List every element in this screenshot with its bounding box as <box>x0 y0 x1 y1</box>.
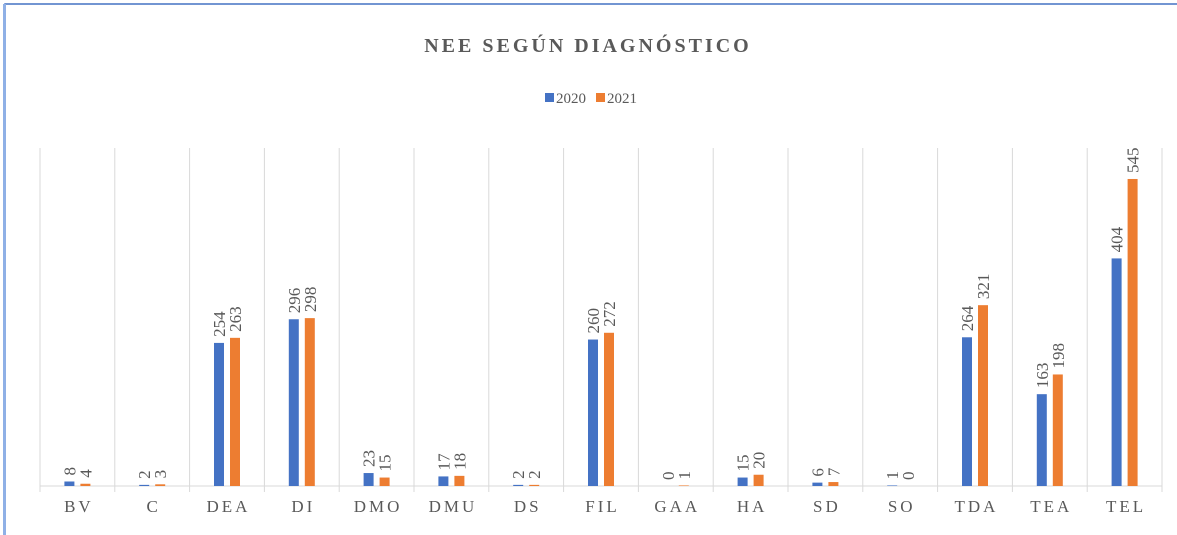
bar <box>379 477 390 486</box>
bar <box>812 482 823 486</box>
x-tick-label: DI <box>291 497 315 516</box>
bar <box>64 481 75 486</box>
x-tick-label: TDA <box>955 497 999 516</box>
bar <box>1111 258 1122 486</box>
x-tick-label: SO <box>888 497 916 516</box>
data-label: 18 <box>450 453 469 470</box>
x-tick-label: TEL <box>1106 497 1146 516</box>
data-label: 163 <box>1033 363 1052 389</box>
bar <box>230 337 240 486</box>
x-tick-label: DEA <box>207 497 251 516</box>
data-label: 260 <box>584 308 603 334</box>
bar <box>678 485 689 486</box>
bar <box>1036 394 1047 486</box>
bar <box>438 476 449 486</box>
data-label: 298 <box>301 287 320 313</box>
data-label: 198 <box>1049 343 1068 369</box>
data-label: 545 <box>1124 147 1143 173</box>
data-label: 15 <box>734 455 753 472</box>
data-label: 20 <box>750 452 769 469</box>
data-label: 3 <box>151 470 170 479</box>
bar <box>214 342 224 486</box>
bar <box>962 337 972 486</box>
data-label: 8 <box>60 467 79 476</box>
data-label: 2 <box>135 470 154 479</box>
x-tick-label: DMO <box>354 497 403 516</box>
data-label: 2 <box>525 470 544 479</box>
frame-edge <box>3 4 6 535</box>
legend-swatch <box>545 93 554 102</box>
data-label: 263 <box>226 306 245 332</box>
bar <box>80 483 91 486</box>
data-label: 254 <box>210 311 229 337</box>
bar <box>588 339 598 486</box>
data-label: 272 <box>600 301 619 327</box>
data-label: 6 <box>808 468 827 477</box>
bar <box>139 484 150 486</box>
data-label: 2 <box>509 470 528 479</box>
bar <box>1127 178 1138 486</box>
data-label: 0 <box>899 472 918 481</box>
x-tick-label: DS <box>514 497 542 516</box>
bar <box>155 484 166 486</box>
data-label: 17 <box>434 453 453 471</box>
x-tick-label: SD <box>813 497 841 516</box>
bar <box>454 475 465 486</box>
legend-swatch <box>596 93 605 102</box>
data-label: 321 <box>974 274 993 300</box>
data-label: 296 <box>285 288 304 314</box>
x-tick-label: DMU <box>429 497 478 516</box>
x-tick-label: C <box>147 497 161 516</box>
bar <box>304 318 315 486</box>
data-label: 15 <box>376 455 395 472</box>
bar <box>1052 374 1063 486</box>
bar <box>737 477 748 486</box>
x-tick-label: FIL <box>585 497 620 516</box>
legend-label: 2020 <box>556 91 586 107</box>
data-label: 4 <box>76 469 95 478</box>
data-label: 1 <box>883 471 902 480</box>
x-tick-label: BV <box>64 497 94 516</box>
bar <box>513 484 524 486</box>
data-label: 264 <box>958 305 977 331</box>
bar <box>753 474 764 486</box>
bar <box>363 473 374 486</box>
bar <box>887 485 898 486</box>
x-tick-label: GAA <box>654 497 700 516</box>
data-label: 0 <box>659 472 678 481</box>
bar <box>828 482 839 486</box>
data-label: 404 <box>1108 226 1127 252</box>
bar <box>529 484 540 486</box>
bar <box>978 305 988 486</box>
x-tick-label: TEA <box>1030 497 1072 516</box>
legend-label: 2021 <box>607 91 637 107</box>
x-tick-label: HA <box>737 497 768 516</box>
data-label: 1 <box>675 471 694 480</box>
bar <box>288 319 299 486</box>
chart-title: NEE SEGÚN DIAGNÓSTICO <box>424 33 752 57</box>
data-label: 7 <box>824 467 843 476</box>
bar <box>604 332 614 486</box>
data-label: 23 <box>360 450 379 467</box>
